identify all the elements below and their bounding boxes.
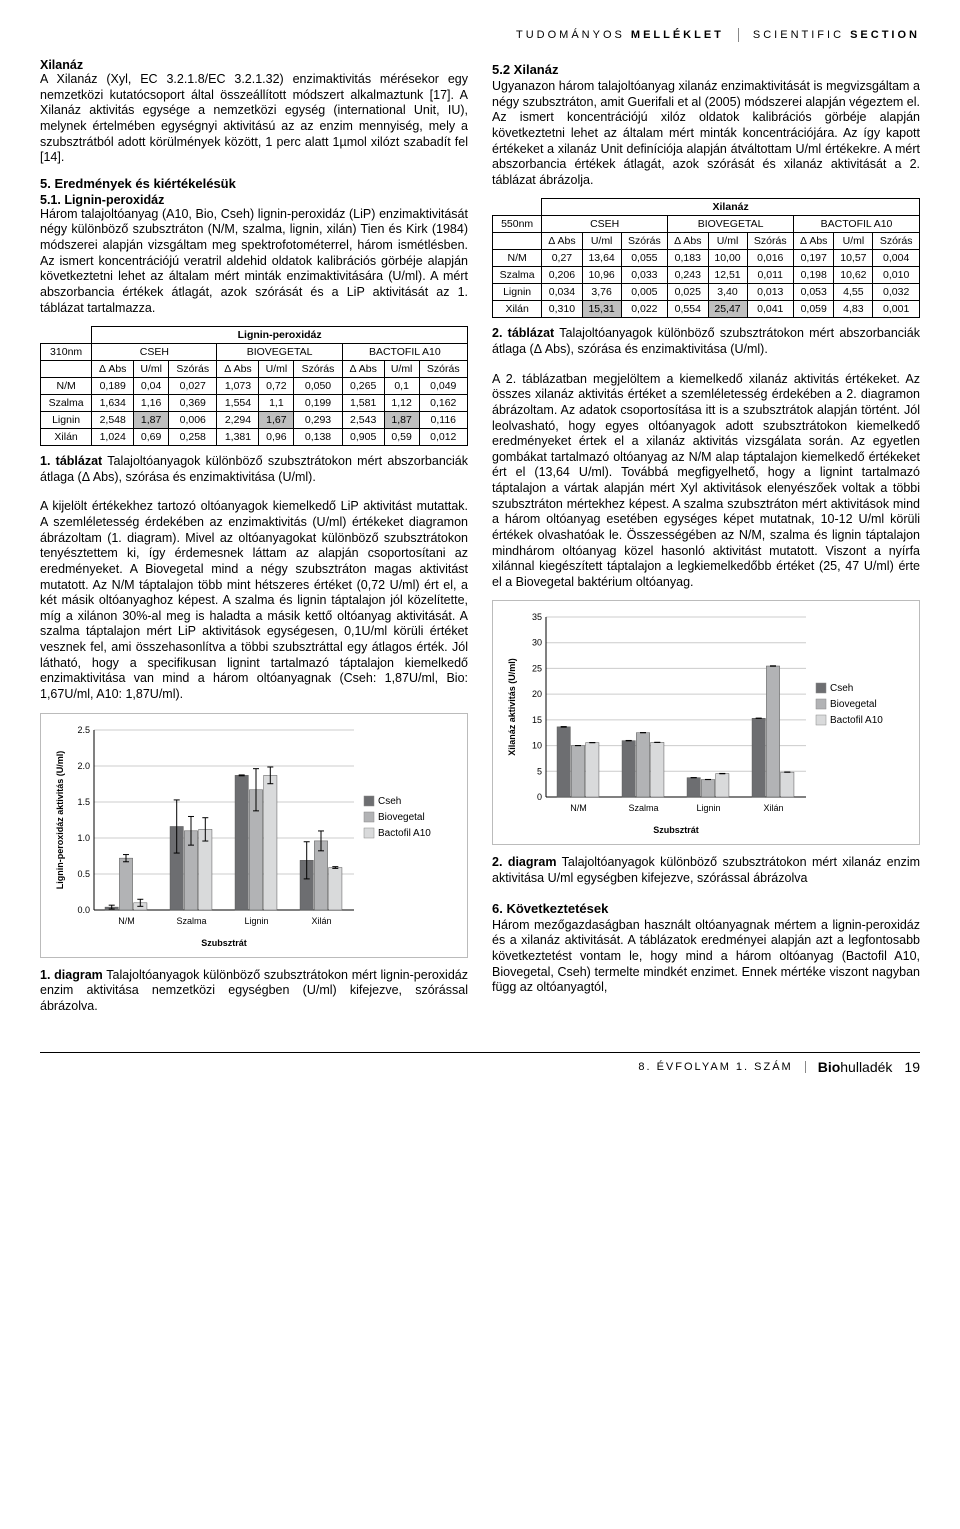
heading-sec6: 6. Következtetések — [492, 901, 920, 916]
svg-text:0: 0 — [537, 792, 542, 802]
footer-divider — [805, 1061, 806, 1073]
figure-2-caption-text: Talajoltóanyagok különböző szubsztrátoko… — [492, 855, 920, 885]
header-left: TUDOMÁNYOS MELLÉKLET — [516, 29, 724, 41]
figure-1: 0.0 0.5 1.0 1.5 2.0 2.5 Lignin-peroxidáz aktiv… — [40, 713, 468, 958]
table-1-caption-bold: 1. táblázat — [40, 454, 102, 468]
chart-2-svg: 0 5 10 15 20 25 30 35 Xilanáz aktivitás (U/ml) N/… — [501, 607, 901, 837]
para-sec51: Három talajoltóanyag (A10, Bio, Cseh) li… — [40, 207, 468, 316]
svg-text:10: 10 — [532, 741, 542, 751]
table-2: Xilanáz550nmCSEHBIOVEGETALBACTOFIL A10Δ … — [492, 198, 920, 318]
header-left-bold: MELLÉKLET — [631, 29, 724, 41]
svg-text:Lignin-peroxidáz aktivitás (U/: Lignin-peroxidáz aktivitás (U/ml) — [55, 750, 65, 889]
svg-text:20: 20 — [532, 690, 542, 700]
para-xilanaz: A Xilanáz (Xyl, EC 3.2.1.8/EC 3.2.1.32) … — [40, 72, 468, 166]
header-right: SCIENTIFIC SECTION — [753, 29, 920, 41]
svg-text:Biovegetal: Biovegetal — [830, 699, 877, 710]
svg-text:N/M: N/M — [118, 916, 135, 926]
header-divider — [738, 28, 739, 42]
svg-text:Xilán: Xilán — [311, 916, 331, 926]
heading-sec52: 5.2 Xilanáz — [492, 62, 920, 77]
svg-text:Xilán: Xilán — [763, 803, 783, 813]
svg-text:30: 30 — [532, 638, 542, 648]
svg-text:2.5: 2.5 — [77, 725, 90, 735]
svg-text:Biovegetal: Biovegetal — [378, 812, 425, 823]
left-column: Xilanáz A Xilanáz (Xyl, EC 3.2.1.8/EC 3.… — [40, 58, 468, 1028]
figure-1-caption-text: Talajoltóanyagok különböző szubsztrátoko… — [40, 968, 468, 1013]
heading-sec51: 5.1. Lignin-peroxidáz — [40, 193, 468, 207]
figure-1-caption-bold: 1. diagram — [40, 968, 103, 982]
svg-text:2.0: 2.0 — [77, 761, 90, 771]
header-right-light: SCIENTIFIC — [753, 29, 844, 41]
svg-text:Szalma: Szalma — [628, 803, 658, 813]
svg-text:Szalma: Szalma — [176, 916, 206, 926]
para-sec52: Ugyanazon három talajoltóanyag xilanáz e… — [492, 79, 920, 188]
svg-text:5: 5 — [537, 767, 542, 777]
figure-2: 0 5 10 15 20 25 30 35 Xilanáz aktivitás (U/ml) N/… — [492, 600, 920, 845]
table-1-caption: 1. táblázat Talajoltóanyagok különböző s… — [40, 454, 468, 485]
svg-text:Cseh: Cseh — [378, 796, 401, 807]
svg-text:Bactofil A10: Bactofil A10 — [830, 715, 883, 726]
header-left-light: TUDOMÁNYOS — [516, 29, 625, 41]
footer-brand: Biohulladék — [818, 1059, 893, 1075]
para-after-tbl2: A 2. táblázatban megjelöltem a kiemelked… — [492, 372, 920, 591]
chart-1-svg: 0.0 0.5 1.0 1.5 2.0 2.5 Lignin-peroxidáz aktiv… — [49, 720, 449, 950]
footer-issue: 8. ÉVFOLYAM 1. SZÁM — [638, 1061, 792, 1073]
para-sec6: Három mezőgazdaságban használt oltóanyag… — [492, 918, 920, 996]
running-header: TUDOMÁNYOS MELLÉKLET SCIENTIFIC SECTION — [40, 28, 920, 42]
table-1-caption-text: Talajoltóanyagok különböző szubsztrátoko… — [40, 454, 468, 484]
figure-2-caption: 2. diagram Talajoltóanyagok különböző sz… — [492, 855, 920, 886]
svg-text:1.0: 1.0 — [77, 833, 90, 843]
svg-text:Cseh: Cseh — [830, 683, 853, 694]
svg-text:0.0: 0.0 — [77, 905, 90, 915]
right-column: 5.2 Xilanáz Ugyanazon három talajoltóany… — [492, 58, 920, 1028]
svg-text:25: 25 — [532, 664, 542, 674]
footer-brand-bold: Bio — [818, 1059, 841, 1075]
svg-text:N/M: N/M — [570, 803, 587, 813]
heading-sec5: 5. Eredmények és kiértékelésük — [40, 176, 468, 191]
svg-text:35: 35 — [532, 612, 542, 622]
svg-text:15: 15 — [532, 715, 542, 725]
page-footer: 8. ÉVFOLYAM 1. SZÁM Biohulladék 19 — [40, 1052, 920, 1075]
para-after-tbl1: A kijelölt értékekhez tartozó oltóanyago… — [40, 499, 468, 702]
table-1: Lignin-peroxidáz310nmCSEHBIOVEGETALBACTO… — [40, 326, 468, 446]
figure-2-caption-bold: 2. diagram — [492, 855, 556, 869]
table-2-caption-text: Talajoltóanyagok különböző szubsztrátoko… — [492, 326, 920, 356]
svg-text:Lignin: Lignin — [244, 916, 268, 926]
footer-brand-light: hulladék — [840, 1059, 892, 1075]
svg-text:Szubsztrát: Szubsztrát — [653, 825, 699, 835]
footer-page: 19 — [904, 1059, 920, 1075]
header-right-bold: SECTION — [850, 29, 920, 41]
svg-text:0.5: 0.5 — [77, 869, 90, 879]
table-2-caption: 2. táblázat Talajoltóanyagok különböző s… — [492, 326, 920, 357]
figure-1-caption: 1. diagram Talajoltóanyagok különböző sz… — [40, 968, 468, 1015]
svg-text:Xilanáz aktivitás (U/ml): Xilanáz aktivitás (U/ml) — [507, 659, 517, 757]
heading-xilanaz: Xilanáz — [40, 58, 468, 72]
svg-text:Lignin: Lignin — [696, 803, 720, 813]
svg-text:Bactofil A10: Bactofil A10 — [378, 828, 431, 839]
svg-text:1.5: 1.5 — [77, 797, 90, 807]
table-2-caption-bold: 2. táblázat — [492, 326, 554, 340]
svg-text:Szubsztrát: Szubsztrát — [201, 938, 247, 948]
